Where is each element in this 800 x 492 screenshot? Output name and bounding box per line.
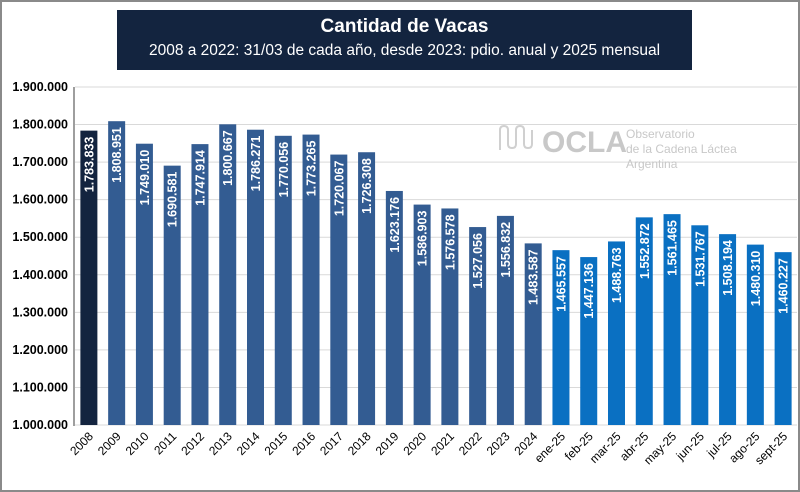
bar-2023 <box>496 215 514 425</box>
data-label: 1.465.557 <box>554 256 568 312</box>
bar-mar-25 <box>608 241 625 425</box>
data-label: 1.483.587 <box>527 249 541 305</box>
data-label: 1.726.308 <box>360 158 374 214</box>
x-tick-label: 2015 <box>262 429 291 458</box>
bar-2008 <box>80 130 98 425</box>
watermark: OCLA Observatorio de la Cadena Láctea Ar… <box>499 124 737 171</box>
bar-2020 <box>413 204 431 425</box>
data-label: 1.480.310 <box>749 251 763 307</box>
y-tick-label: 1.300.000 <box>12 305 68 319</box>
y-tick-label: 1.600.000 <box>12 193 68 207</box>
bar-2011 <box>163 165 181 425</box>
bar-2018 <box>358 152 376 425</box>
bar-2014 <box>247 129 264 425</box>
title-box: Cantidad de Vacas 2008 a 2022: 31/03 de … <box>117 10 692 70</box>
bar-2015 <box>274 135 292 425</box>
x-tick-label: 2008 <box>67 429 96 458</box>
x-tick-label: 2014 <box>234 429 263 458</box>
watermark-line3: Argentina <box>626 157 678 171</box>
y-tick-label: 1.800.000 <box>12 118 68 132</box>
bar-2012 <box>191 144 209 425</box>
data-label: 1.531.767 <box>693 231 707 287</box>
data-label: 1.447.136 <box>582 263 596 319</box>
data-label: 1.749.010 <box>138 150 152 206</box>
x-tick-label: 2010 <box>123 429 152 458</box>
data-label: 1.552.872 <box>638 223 652 279</box>
data-label: 1.586.903 <box>416 211 430 267</box>
x-tick-label: 2016 <box>289 429 318 458</box>
bar-2013 <box>219 124 237 426</box>
x-tick-label: 2017 <box>317 429 346 458</box>
data-label: 1.460.227 <box>777 258 791 314</box>
bar-jun-25 <box>691 225 709 425</box>
data-label: 1.561.465 <box>666 220 680 276</box>
bar-2009 <box>108 121 126 425</box>
x-tick-label: 2018 <box>345 429 374 458</box>
x-tick-label: jun-25 <box>673 429 707 463</box>
x-tick-label: 2012 <box>178 429 207 458</box>
watermark-line1: Observatorio <box>626 127 695 141</box>
data-label: 1.808.951 <box>110 127 124 183</box>
bar-ene-25 <box>552 250 570 425</box>
x-tick-label: 2009 <box>95 429 124 458</box>
y-tick-label: 1.700.000 <box>12 155 68 169</box>
y-tick-label: 1.900.000 <box>12 80 68 94</box>
bar-feb-25 <box>580 257 598 425</box>
data-label: 1.783.833 <box>82 137 96 193</box>
watermark-logo: OCLA <box>542 126 627 159</box>
data-label: 1.773.265 <box>305 141 319 197</box>
data-label: 1.527.056 <box>471 233 485 289</box>
y-tick-label: 1.500.000 <box>12 230 68 244</box>
data-label: 1.720.067 <box>332 161 346 217</box>
x-tick-label: 2021 <box>428 429 457 458</box>
y-tick-label: 1.200.000 <box>12 343 68 357</box>
x-tick-label: 2020 <box>400 429 429 458</box>
x-tick-label: 2023 <box>484 429 513 458</box>
ocla-logo-icon <box>499 124 533 150</box>
bar-2021 <box>441 208 459 425</box>
bar-sept-25 <box>774 252 792 425</box>
bar-2022 <box>469 227 487 425</box>
x-tick-label: 2011 <box>151 429 179 457</box>
data-label: 1.747.914 <box>193 150 207 206</box>
bar-2024 <box>524 243 542 425</box>
x-tick-label: 2013 <box>206 429 235 458</box>
watermark-line2: de la Cadena Láctea <box>626 142 737 156</box>
data-label: 1.786.271 <box>249 136 263 192</box>
y-tick-label: 1.100.000 <box>12 380 68 394</box>
bar-2010 <box>135 143 153 425</box>
data-label: 1.508.194 <box>721 240 735 296</box>
data-label: 1.556.832 <box>499 222 513 278</box>
bar-2016 <box>302 134 320 425</box>
bar-2019 <box>385 190 403 425</box>
x-tick-label: mar-25 <box>587 429 624 466</box>
data-label: 1.623.176 <box>388 197 402 253</box>
data-label: 1.690.581 <box>166 172 180 228</box>
bar-abr-25 <box>635 217 653 425</box>
data-label: 1.770.056 <box>277 142 291 198</box>
x-tick-label: 2022 <box>456 429 485 458</box>
bar-2017 <box>330 154 348 426</box>
bar-jul-25 <box>719 234 737 425</box>
data-label: 1.800.667 <box>221 130 235 186</box>
x-tick-label: 2019 <box>373 429 402 458</box>
chart-subtitle: 2008 a 2022: 31/03 de cada año, desde 20… <box>148 42 661 59</box>
data-label: 1.576.578 <box>443 214 457 270</box>
bar-ago-25 <box>746 244 764 425</box>
bar-may-25 <box>663 214 681 425</box>
y-tick-label: 1.000.000 <box>12 418 68 432</box>
data-label: 1.488.763 <box>610 247 624 303</box>
x-tick-label: ene-25 <box>532 429 569 466</box>
y-tick-label: 1.400.000 <box>12 268 68 282</box>
chart-title: Cantidad de Vacas <box>320 16 489 37</box>
